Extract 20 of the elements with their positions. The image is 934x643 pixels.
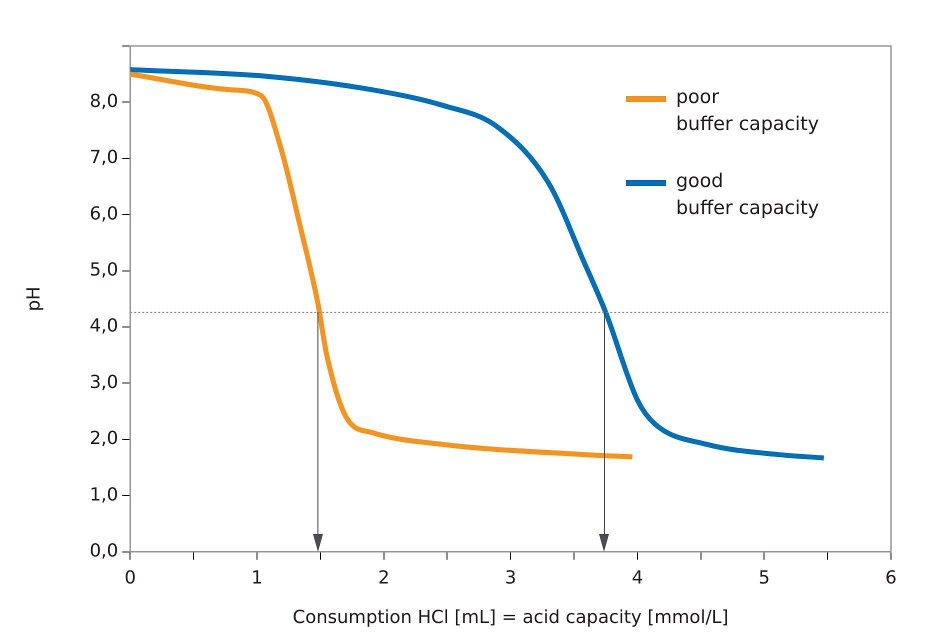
y-tick-label: 1,0	[90, 484, 118, 506]
y-tick-label: 7,0	[90, 147, 118, 168]
x-tick-label: 6	[885, 567, 897, 588]
x-tick-label: 2	[378, 567, 390, 588]
legend-label: poor buffer capacity	[676, 86, 819, 135]
y-tick-label: 0,0	[90, 540, 118, 562]
legend-label: good buffer capacity	[676, 170, 819, 219]
x-axis-title: Consumption HCl [mL] = acid capacity [mmol/L]	[292, 606, 729, 628]
y-axis-title: pH	[23, 286, 44, 312]
y-tick-label: 5,0	[90, 259, 118, 280]
x-tick-label: 0	[124, 567, 136, 588]
y-tick-label: 2,0	[90, 428, 118, 450]
x-tick-label: 5	[758, 567, 770, 588]
y-tick-label: 6,0	[90, 203, 118, 224]
y-tick-label: 4,0	[90, 316, 118, 337]
x-tick-label: 3	[504, 567, 516, 588]
y-tick-label: 8,0	[90, 90, 118, 112]
x-tick-label: 1	[251, 567, 263, 588]
y-tick-label: 3,0	[90, 372, 118, 393]
x-tick-label: 4	[632, 567, 644, 588]
